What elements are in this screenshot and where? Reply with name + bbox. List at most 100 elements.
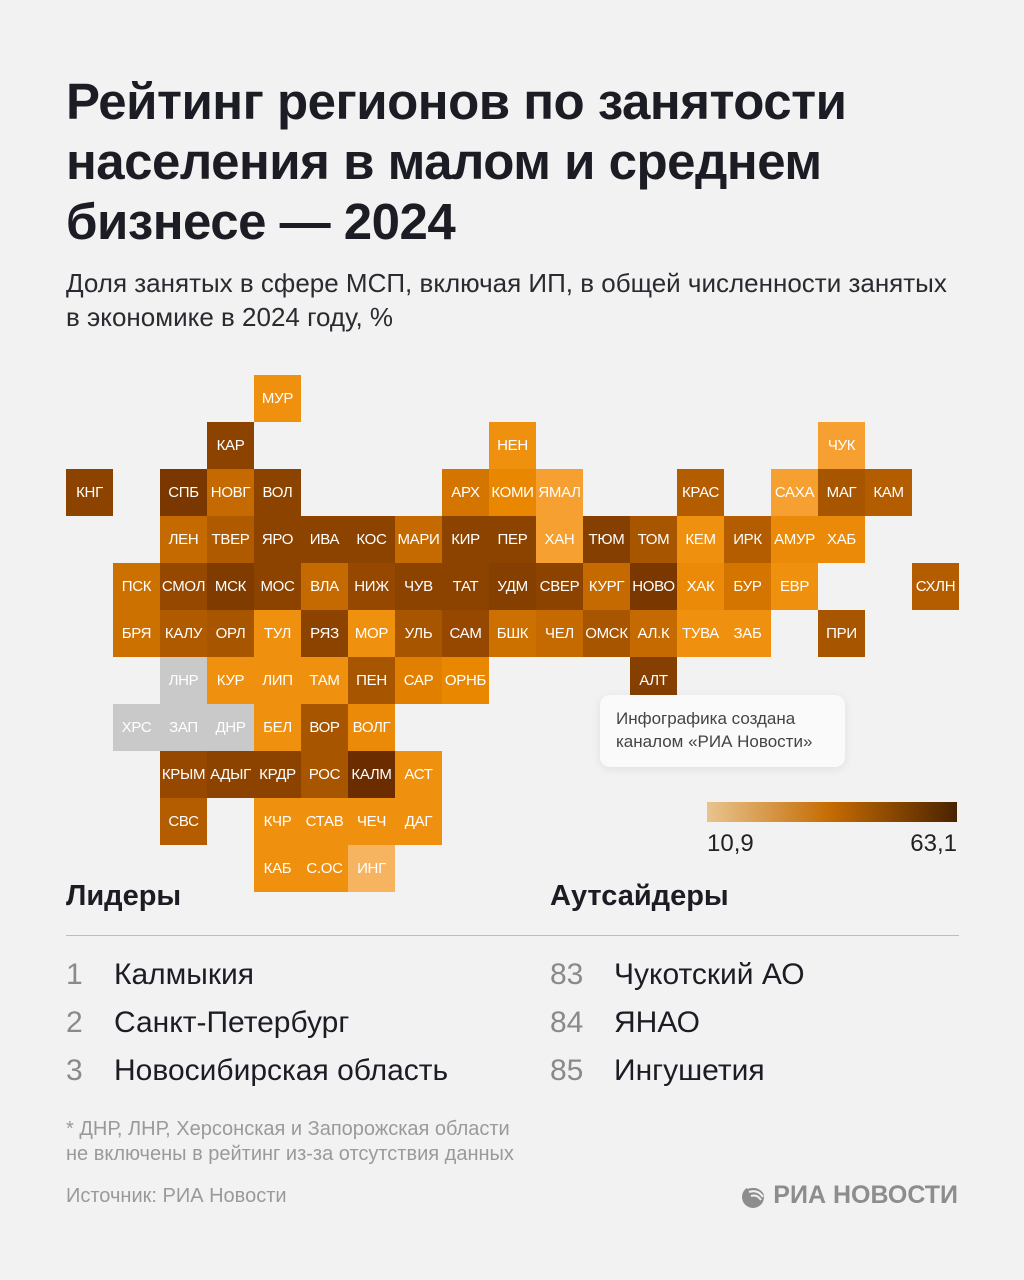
region-tile: ЯРО <box>254 516 301 563</box>
leaders-item: 3 Новосибирская область <box>66 1054 448 1094</box>
region-tile: ОРНБ <box>442 657 489 704</box>
rank-number: 2 <box>66 1006 83 1039</box>
region-tile: КАР <box>207 422 254 469</box>
region-tile: НЕН <box>489 422 536 469</box>
outsiders-item: 83 Чукотский АО <box>550 958 805 998</box>
region-tile: БШК <box>489 610 536 657</box>
region-tile: ИНГ <box>348 845 395 892</box>
region-tile: МСК <box>207 563 254 610</box>
region-tile: ПЕН <box>348 657 395 704</box>
leaders-heading: Лидеры <box>66 880 182 912</box>
region-name: Чукотский АО <box>614 958 805 991</box>
region-tile: УДМ <box>489 563 536 610</box>
region-tile: КРЫМ <box>160 751 207 798</box>
region-tile: КАЛМ <box>348 751 395 798</box>
region-tile: ХАН <box>536 516 583 563</box>
outsiders-item: 84 ЯНАО <box>550 1006 700 1046</box>
region-tile: КРДР <box>254 751 301 798</box>
leaders-item: 1 Калмыкия <box>66 958 254 998</box>
region-tile: ТВЕР <box>207 516 254 563</box>
region-name: Санкт-Петербург <box>114 1006 350 1039</box>
page-subtitle: Доля занятых в сфере МСП, включая ИП, в … <box>66 268 947 332</box>
rank-number: 3 <box>66 1054 83 1087</box>
region-tile: КАЛУ <box>160 610 207 657</box>
region-tile: СТАВ <box>301 798 348 845</box>
region-tile: ЛИП <box>254 657 301 704</box>
color-scale-bar <box>707 802 957 822</box>
region-tile: ТЮМ <box>583 516 630 563</box>
region-tile: СВС <box>160 798 207 845</box>
region-tile: КАБ <box>254 845 301 892</box>
region-tile: ПСК <box>113 563 160 610</box>
region-tile: ЛЕН <box>160 516 207 563</box>
region-tile: НОВГ <box>207 469 254 516</box>
region-tile: РОС <box>301 751 348 798</box>
region-tile: АДЫГ <box>207 751 254 798</box>
divider <box>66 935 959 936</box>
region-tile: ЕВР <box>771 563 818 610</box>
region-tile: ВЛА <box>301 563 348 610</box>
footnote-line: * ДНР, ЛНР, Херсонская и Запорожская обл… <box>66 1118 510 1140</box>
region-tile: ЯМАЛ <box>536 469 583 516</box>
region-tile: НИЖ <box>348 563 395 610</box>
region-tile: МАРИ <box>395 516 442 563</box>
scale-min-label: 10,9 <box>707 830 754 857</box>
region-tile: ИРК <box>724 516 771 563</box>
region-tile: ЧУК <box>818 422 865 469</box>
region-tile: КЧР <box>254 798 301 845</box>
region-tile: КРАС <box>677 469 724 516</box>
region-tile: КУР <box>207 657 254 704</box>
rank-number: 1 <box>66 958 83 991</box>
region-tile: С.ОС <box>301 845 348 892</box>
source-text: Источник: РИА Новости <box>66 1185 287 1207</box>
region-tile: НОВО <box>630 563 677 610</box>
region-tile: ЗАБ <box>724 610 771 657</box>
footnote: * ДНР, ЛНР, Херсонская и Запорожская обл… <box>66 1117 514 1167</box>
region-name: Ингушетия <box>614 1054 765 1087</box>
region-tile: БЕЛ <box>254 704 301 751</box>
region-tile: ТУЛ <box>254 610 301 657</box>
region-tile: ЗАП <box>160 704 207 751</box>
region-tile: САР <box>395 657 442 704</box>
region-tile: КЕМ <box>677 516 724 563</box>
region-tile: АСТ <box>395 751 442 798</box>
region-name: Новосибирская область <box>114 1054 449 1087</box>
logo-text: РИА НОВОСТИ <box>773 1181 958 1209</box>
region-tile: КУРГ <box>583 563 630 610</box>
region-tile: КНГ <box>66 469 113 516</box>
region-tile: ДАГ <box>395 798 442 845</box>
region-tile: ХАБ <box>818 516 865 563</box>
region-tile: ИВА <box>301 516 348 563</box>
region-tile: КИР <box>442 516 489 563</box>
region-tile: СМОЛ <box>160 563 207 610</box>
region-name: Калмыкия <box>114 958 254 991</box>
region-tile: СПБ <box>160 469 207 516</box>
ria-logo: РИА НОВОСТИ <box>739 1181 958 1210</box>
scale-max-label: 63,1 <box>910 830 957 857</box>
region-tile: ХРС <box>113 704 160 751</box>
region-tile: МАГ <box>818 469 865 516</box>
region-tile: ОРЛ <box>207 610 254 657</box>
region-tile: АРХ <box>442 469 489 516</box>
region-tile: РЯЗ <box>301 610 348 657</box>
region-tile: ПЕР <box>489 516 536 563</box>
region-tile: ЧУВ <box>395 563 442 610</box>
tile-map: МУР КАР НЕН ЧУК КНГ СПБ НОВГ ВОЛ АРХ КОМИ ЯМАЛ КРАС… <box>66 375 966 895</box>
rank-number: 85 <box>550 1054 584 1087</box>
region-tile: МУР <box>254 375 301 422</box>
region-tile: ТОМ <box>630 516 677 563</box>
region-tile: ВОР <box>301 704 348 751</box>
region-tile: БУР <box>724 563 771 610</box>
region-tile: ВОЛ <box>254 469 301 516</box>
region-tile: САМ <box>442 610 489 657</box>
credit-note: Инфографика создана каналом «РИА Новости… <box>600 695 845 767</box>
outsiders-item: 85 Ингушетия <box>550 1054 765 1094</box>
region-tile: КАМ <box>865 469 912 516</box>
leaders-item: 2 Санкт-Петербург <box>66 1006 349 1046</box>
region-tile: ЧЕЧ <box>348 798 395 845</box>
region-tile: МОР <box>348 610 395 657</box>
region-tile: ОМСК <box>583 610 630 657</box>
region-tile: УЛЬ <box>395 610 442 657</box>
ria-globe-icon <box>742 1185 767 1208</box>
rank-number: 84 <box>550 1006 584 1039</box>
